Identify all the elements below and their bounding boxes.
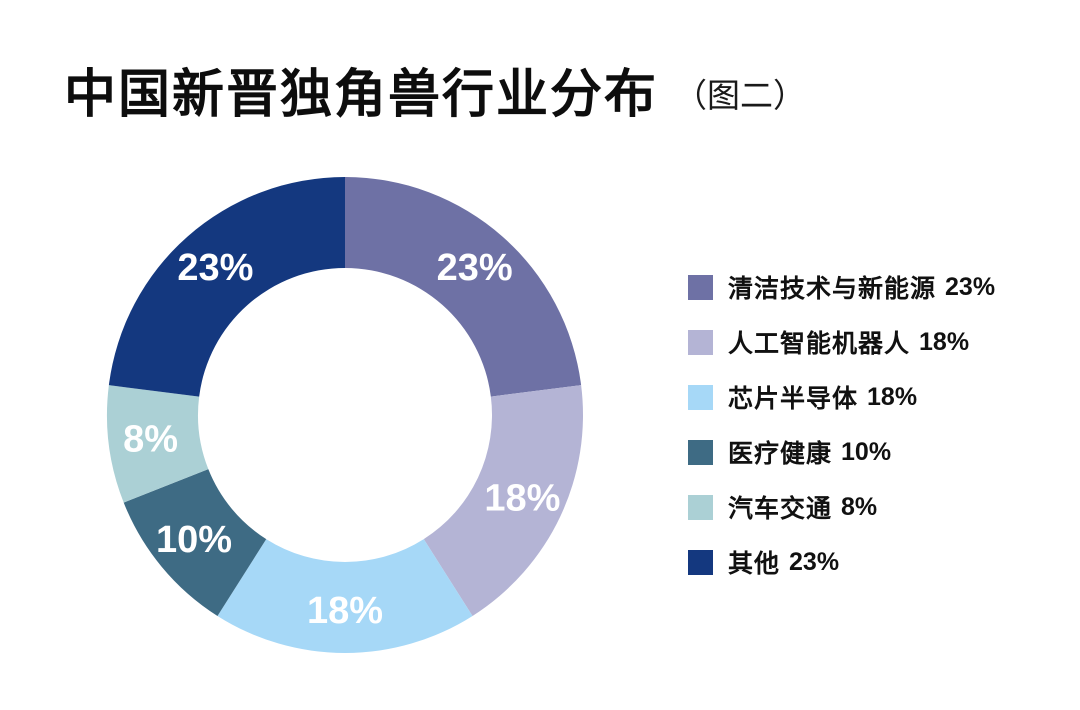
legend-value-2: 18% <box>919 327 970 356</box>
legend-swatch-6 <box>688 549 713 575</box>
legend-item-5: 汽车交通 8% <box>688 492 995 523</box>
slice-label-3: 18% <box>307 590 383 632</box>
pie-slice-2 <box>423 385 583 616</box>
slice-label-4: 10% <box>156 519 232 561</box>
page-title-suffix: （图二） <box>674 76 807 114</box>
legend-swatch-4 <box>688 439 713 465</box>
slice-label-5: 8% <box>123 419 178 461</box>
pie-slice-1 <box>345 177 582 397</box>
pie-slice-4 <box>123 469 267 616</box>
legend-label-4: 医疗健康 <box>728 440 833 468</box>
donut-chart-svg: 23% 18% 18% 10% 8% 23% <box>106 177 583 653</box>
legend-label-1: 清洁技术与新能源 <box>728 275 937 303</box>
slice-label-1: 23% <box>437 247 513 289</box>
legend-swatch-1 <box>688 274 713 300</box>
legend-item-6: 其他 23% <box>688 547 995 578</box>
page-title-text: 中国新晋独角兽行业分布 <box>64 66 659 124</box>
legend-value-5: 8% <box>841 492 878 521</box>
legend-item-3: 芯片半导体 18% <box>688 382 995 413</box>
legend-label-2: 人工智能机器人 <box>728 330 911 358</box>
legend-label-6: 其他 <box>728 550 781 578</box>
page-title: 中国新晋独角兽行业分布 （图二） <box>64 52 806 127</box>
legend-swatch-3 <box>688 384 713 410</box>
legend-label-3: 芯片半导体 <box>728 385 859 413</box>
legend-item-4: 医疗健康 10% <box>688 437 995 468</box>
legend-swatch-2 <box>688 329 713 355</box>
legend-swatch-5 <box>688 494 713 520</box>
slice-label-6: 23% <box>177 247 253 289</box>
pie-slice-6 <box>108 177 345 397</box>
legend-value-1: 23% <box>945 272 996 301</box>
legend-item-2: 人工智能机器人 18% <box>688 327 995 358</box>
legend-item-1: 清洁技术与新能源 23% <box>688 272 996 303</box>
legend-value-3: 18% <box>867 382 918 411</box>
donut-chart: 23% 18% 18% 10% 8% 23% <box>100 170 590 660</box>
slice-label-2: 18% <box>484 477 560 519</box>
legend-value-6: 23% <box>789 547 840 576</box>
legend: 清洁技术与新能源 23% 人工智能机器人 18% 芯片半导体 18% 医疗健康 10% 汽车交通… <box>688 272 996 604</box>
legend-value-4: 10% <box>841 437 892 466</box>
pie-slice-5 <box>106 385 209 503</box>
pie-slice-3 <box>217 539 473 653</box>
legend-label-5: 汽车交通 <box>728 495 833 523</box>
